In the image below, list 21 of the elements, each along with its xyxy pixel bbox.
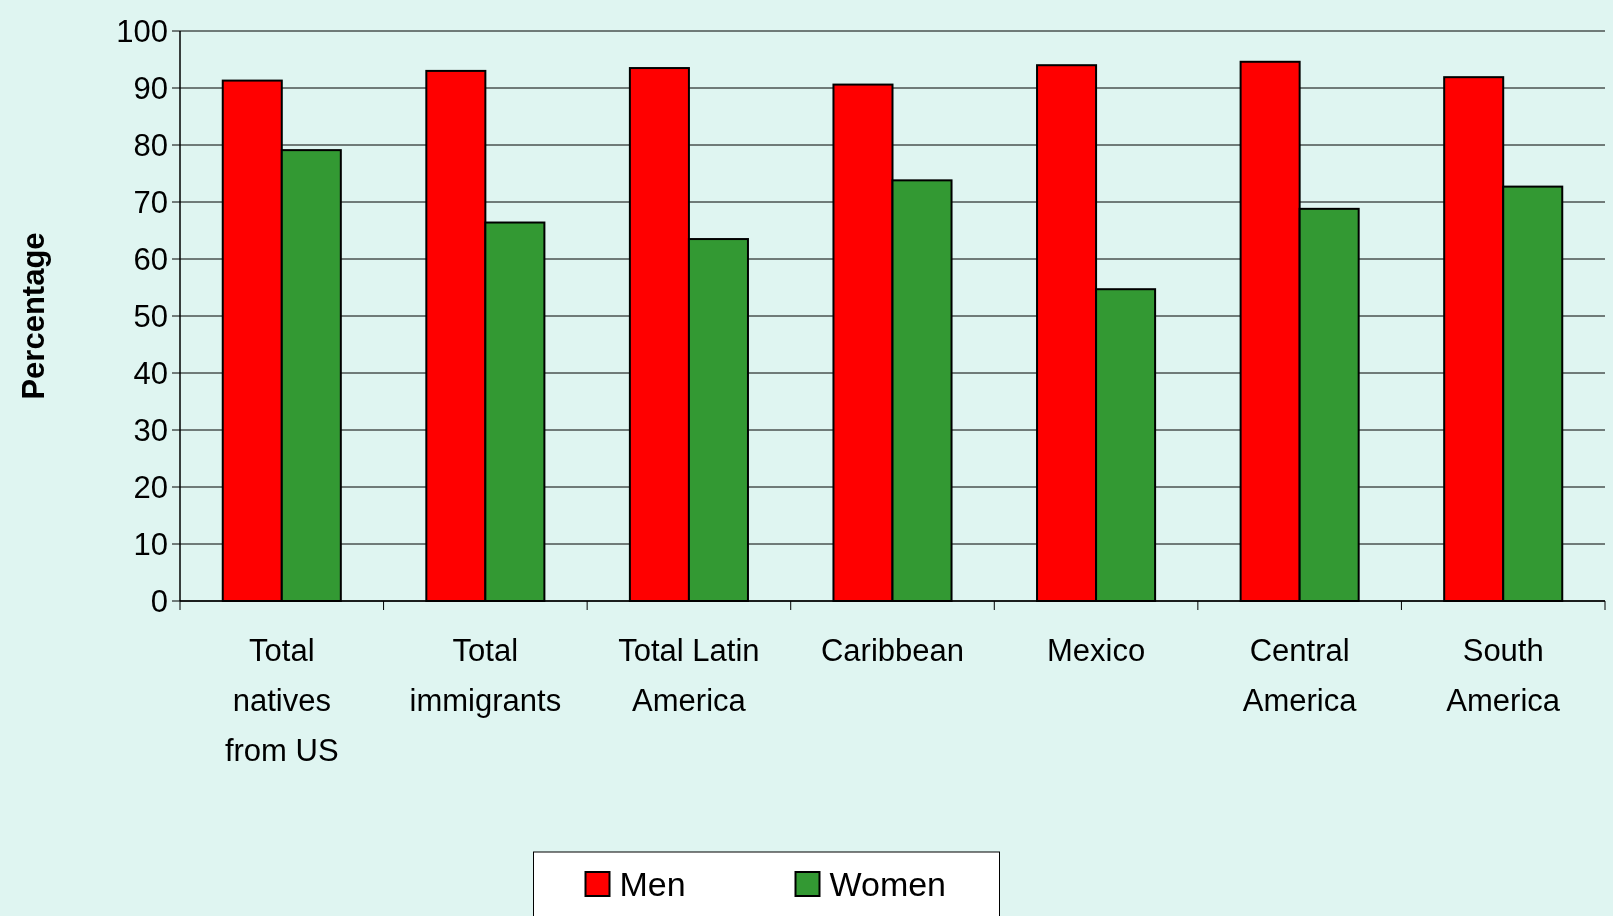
y-tick-label: 80	[133, 127, 168, 163]
y-axis-title: Percentage	[16, 232, 51, 400]
y-tick-label: 90	[133, 70, 168, 106]
y-tick-label: 30	[133, 412, 168, 448]
x-tick-label: Total natives from US	[224, 633, 339, 768]
y-tick-label: 60	[133, 241, 168, 277]
y-tick-label: 40	[133, 355, 168, 391]
y-tick-label: 20	[133, 469, 168, 505]
legend-label: Women	[829, 864, 947, 903]
y-tick-label: 50	[133, 298, 168, 334]
x-tick-label: Total Latin America	[618, 633, 760, 718]
x-tick-label: Total immigrants	[409, 633, 562, 718]
y-tick-label: 0	[150, 583, 168, 619]
y-tick-label: 10	[133, 526, 168, 562]
x-tick-label: South America	[1446, 633, 1561, 718]
y-tick-label: 70	[133, 184, 168, 220]
x-tick-label: Central America	[1242, 633, 1358, 718]
y-tick-label: 100	[116, 13, 168, 49]
x-tick-label: Mexico	[1046, 633, 1146, 668]
x-tick-label: Caribbean	[820, 633, 965, 668]
legend-label: Men	[619, 864, 686, 903]
